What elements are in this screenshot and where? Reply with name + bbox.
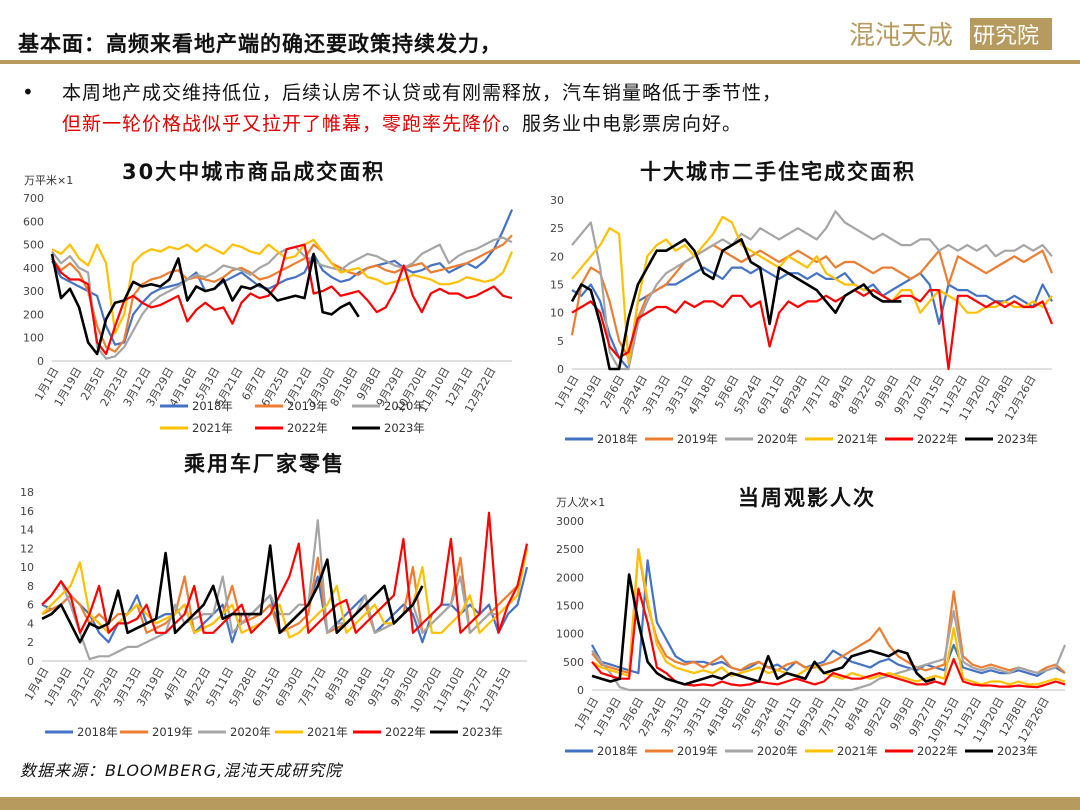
logo-text-left: 混沌天成: [849, 21, 953, 51]
chart4-ytick: 2500: [556, 543, 584, 556]
chart2-series-2020年: [571, 210, 1053, 371]
chart1-legend-label: 2021年: [192, 421, 233, 435]
summary-paragraph: 本周地产成交维持低位，后续认房不认贷或有刚需释放，汽车销量略低于季节性， 但新一…: [62, 78, 1062, 140]
chart4-series-2021年: [591, 548, 1066, 686]
chart1-series-2021年: [51, 238, 514, 335]
chart1-ytick: 600: [23, 215, 44, 228]
chart4-ytick: 1000: [556, 628, 584, 641]
chart4-series-2018年: [591, 559, 1066, 678]
chart4-legend-label: 2023年: [997, 744, 1038, 758]
chart3-ytick: 4: [27, 617, 34, 630]
chart3-ytick: 12: [20, 542, 34, 555]
footer-bar: [0, 797, 1080, 810]
chart1-series-2020年: [51, 236, 513, 360]
chart4-series-2023年: [591, 573, 936, 686]
chart3-title: 乘用车厂家零售: [184, 452, 345, 476]
chart3-series-2023年: [41, 544, 424, 644]
chart3-ytick: 8: [27, 580, 34, 593]
chart3-legend-label: 2021年: [307, 725, 348, 739]
chart4-ytick: 2000: [556, 571, 584, 584]
chart4-series-2019年: [591, 548, 1066, 675]
data-source: 数据来源：BLOOMBERG,混沌天成研究院: [20, 761, 343, 780]
chart1-series-2018年: [51, 209, 514, 346]
chart2-ytick: 5: [557, 335, 564, 348]
chart4-legend-label: 2020年: [757, 744, 798, 758]
chart3-legend-label: 2023年: [462, 725, 503, 739]
chart1-ytick: 700: [23, 192, 44, 205]
chart3-ytick: 0: [27, 655, 34, 668]
chart3-series-2022年: [41, 511, 529, 634]
summary-line-1: 本周地产成交维持低位，后续认房不认贷或有刚需释放，汽车销量略低于季节性，: [62, 82, 783, 104]
chart4-legend-label: 2022年: [917, 744, 958, 758]
chart4-legend-label: 2019年: [677, 744, 718, 758]
chart4-series-2022年: [591, 587, 1066, 689]
summary-line-2: 但新一轮价格战似乎又拉开了帷幕，零跑率先降价。服务业中电影票房向好。: [62, 109, 1062, 140]
summary-highlight: 但新一轮价格战似乎又拉开了帷幕，零跑率先降价: [62, 113, 503, 135]
chart1-ytick: 0: [37, 355, 44, 368]
bullet-marker: •: [22, 80, 34, 104]
header-divider: [0, 60, 1080, 64]
chart4-ytick: 1500: [556, 600, 584, 613]
chart4-ytick: 3000: [556, 515, 584, 528]
chart1-legend-label: 2019年: [287, 399, 328, 413]
chart3-ytick: 16: [20, 505, 34, 518]
chart3-legend-label: 2018年: [77, 725, 118, 739]
chart1-ytick: 200: [23, 308, 44, 321]
chart4-unit: 万人次×1: [556, 496, 606, 509]
chart4-series-2020年: [591, 609, 1067, 692]
chart1-legend-label: 2018年: [192, 399, 233, 413]
chart2-series-2022年: [571, 289, 1054, 371]
chart1-legend-label: 2023年: [384, 421, 425, 435]
chart4-ytick: 0: [577, 684, 584, 697]
chart4-ytick: 500: [563, 656, 584, 669]
chart2-ytick: 25: [550, 222, 564, 235]
page-title: 基本面：高频来看地产端的确还要政策持续发力，: [18, 32, 502, 56]
brand-logo: 混沌天成 研究院: [849, 18, 1052, 51]
chart2-series-2023年: [570, 238, 902, 371]
chart1-legend-label: 2022年: [287, 421, 328, 435]
chart2-ytick: 15: [550, 279, 564, 292]
chart2-series-2021年: [571, 215, 1053, 365]
chart1-unit: 万平米×1: [24, 174, 74, 187]
summary-line-2-tail: 。服务业中电影票房向好。: [502, 113, 743, 135]
chart3-legend-label: 2022年: [385, 725, 426, 739]
chart1-series-2022年: [51, 243, 513, 356]
chart1-ytick: 100: [23, 332, 44, 345]
chart3-ytick: 2: [27, 636, 34, 649]
chart2-legend-label: 2020年: [757, 432, 798, 446]
chart2-legend-label: 2018年: [597, 432, 638, 446]
chart4-title: 当周观影人次: [738, 486, 876, 510]
chart3-ytick: 10: [20, 561, 34, 574]
chart1-series-2023年: [50, 252, 360, 356]
chart2-legend-label: 2023年: [997, 432, 1038, 446]
chart1-title: 30大中城市商品成交面积: [122, 160, 386, 184]
chart2-legend-label: 2019年: [677, 432, 718, 446]
chart4-legend-label: 2021年: [837, 744, 878, 758]
chart4-legend-label: 2018年: [597, 744, 638, 758]
chart1-legend-label: 2020年: [384, 399, 425, 413]
chart2-legend-label: 2021年: [837, 432, 878, 446]
chart3-ytick: 6: [27, 599, 34, 612]
chart3-legend-label: 2019年: [152, 725, 193, 739]
chart2-ytick: 0: [557, 363, 564, 376]
logo-text-right: 研究院: [973, 24, 1039, 49]
chart1-ytick: 400: [23, 262, 44, 275]
chart2-ytick: 20: [550, 250, 564, 263]
chart2-ytick: 30: [550, 194, 564, 207]
chart3-legend-label: 2020年: [230, 725, 271, 739]
chart2-legend-label: 2022年: [917, 432, 958, 446]
chart1-ytick: 300: [23, 285, 44, 298]
chart2-ytick: 10: [550, 307, 564, 320]
chart2-series-2018年: [571, 266, 1053, 371]
chart3-ytick: 14: [20, 524, 34, 537]
chart3-series-2020年: [41, 519, 529, 661]
chart1-ytick: 500: [23, 239, 44, 252]
chart3-series-2021年: [41, 548, 529, 639]
chart3-ytick: 18: [20, 486, 34, 499]
chart2-title: 十大城市二手住宅成交面积: [640, 160, 916, 184]
